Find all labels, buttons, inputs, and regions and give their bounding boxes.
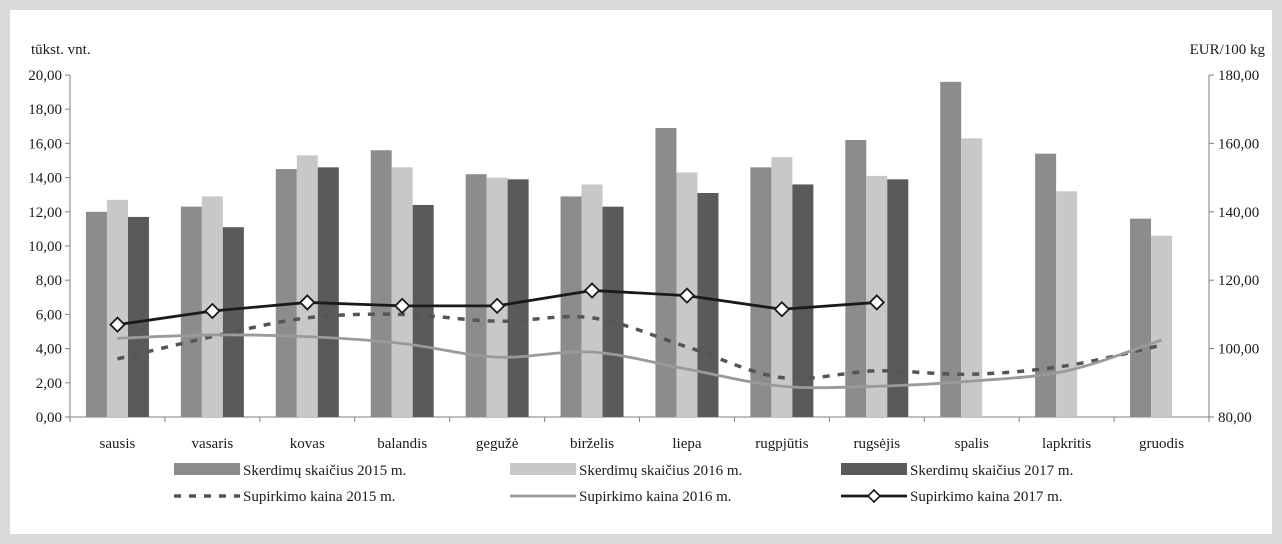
y-left-tick-label: 8,00 (36, 273, 62, 289)
legend-label: Skerdimų skaičius 2015 m. (243, 463, 406, 479)
legend-diamond-marker (866, 488, 882, 504)
y-left-tick-label: 18,00 (28, 102, 62, 118)
x-category-label: lapkritis (1042, 436, 1091, 452)
bars-group (85, 81, 1173, 418)
y-left-tick-label: 6,00 (36, 307, 62, 323)
bar (697, 192, 719, 417)
y-right-tick-label: 120,00 (1218, 273, 1259, 289)
price-point-marker (488, 297, 506, 315)
y-right-tick-label: 180,00 (1218, 68, 1259, 84)
legend-swatch (174, 463, 240, 475)
price-line (117, 312, 1162, 381)
x-category-label: liepa (672, 436, 701, 452)
price-point-marker (773, 300, 791, 318)
lines-group (109, 282, 1162, 390)
legend: Skerdimų skaičius 2015 m. Skerdimų skaiči… (174, 463, 1073, 505)
bar (465, 174, 487, 417)
bar (1130, 218, 1152, 417)
bar (940, 81, 962, 417)
bar (391, 167, 413, 417)
y-right-tick-label: 160,00 (1218, 136, 1259, 152)
y-right-tick-label: 100,00 (1218, 342, 1259, 358)
x-category-label: gruodis (1139, 436, 1184, 452)
price-line (117, 333, 1162, 390)
bar (317, 167, 339, 417)
x-category-label: balandis (377, 436, 427, 452)
y-left-tick-label: 20,00 (28, 68, 62, 84)
x-category-label: sausis (100, 436, 136, 452)
bar (486, 177, 508, 417)
bar (106, 199, 128, 417)
legend-label: Supirkimo kaina 2016 m. (579, 489, 732, 505)
bar (180, 206, 202, 417)
price-point-marker (109, 316, 126, 333)
price-point-marker (299, 294, 316, 311)
x-category-label: rugpjūtis (755, 436, 808, 452)
bar (222, 227, 244, 417)
bar (560, 196, 582, 417)
bar (1056, 191, 1078, 417)
y-left-tick-label: 14,00 (28, 171, 62, 187)
axes-group: 0,00 2,00 4,00 6,00 8,00 10,00 12,00 14,00 16,00… (28, 68, 1259, 452)
x-category-label: vasaris (192, 436, 234, 452)
price-point-marker (583, 282, 601, 299)
y-left-tick-label: 16,00 (28, 136, 62, 152)
y-left-tick-label: 4,00 (36, 342, 62, 358)
price-point-marker (868, 294, 886, 311)
y-left-tick-label: 2,00 (36, 376, 62, 392)
price-point-marker (678, 287, 696, 304)
bar (296, 155, 318, 417)
bar (412, 204, 434, 417)
bar (845, 139, 867, 418)
bar (1151, 235, 1173, 417)
x-category-label: spalis (955, 436, 989, 452)
bar (655, 128, 677, 417)
bar (275, 169, 297, 417)
y-left-tick-label: 0,00 (36, 410, 62, 426)
y-right-unit-label: EUR/100 kg (1190, 42, 1266, 58)
bar (581, 184, 603, 417)
bar (887, 179, 909, 417)
bar (792, 184, 814, 417)
y-left-tick-label: 10,00 (28, 239, 62, 255)
y-left-unit-label: tūkst. vnt. (31, 42, 91, 58)
price-point-marker (204, 302, 221, 320)
legend-label: Skerdimų skaičius 2017 m. (910, 463, 1073, 479)
price-point-marker (393, 297, 411, 315)
legend-swatch (510, 463, 576, 475)
y-left-tick-label: 12,00 (28, 205, 62, 221)
legend-label: Skerdimų skaičius 2016 m. (579, 463, 742, 479)
bar (507, 179, 529, 417)
legend-label: Supirkimo kaina 2017 m. (910, 489, 1063, 505)
y-right-tick-label: 80,00 (1218, 410, 1252, 426)
legend-label: Supirkimo kaina 2015 m. (243, 489, 396, 505)
chart-svg: tūkst. vnt. EUR/100 kg 0,00 2,00 4,00 6,00 8… (28, 42, 1266, 505)
bar (370, 150, 392, 418)
bar (961, 138, 983, 417)
bar (771, 157, 793, 417)
y-right-tick-label: 140,00 (1218, 205, 1259, 221)
x-category-label: kovas (290, 436, 325, 452)
x-category-label: gegužė (476, 436, 519, 452)
bar (602, 206, 624, 417)
bar (127, 216, 149, 417)
legend-swatch (841, 463, 907, 475)
x-category-label: birželis (570, 436, 614, 452)
bar (1035, 153, 1057, 417)
bar (85, 211, 107, 417)
x-category-label: rugsėjis (853, 436, 900, 452)
bar (750, 167, 772, 417)
